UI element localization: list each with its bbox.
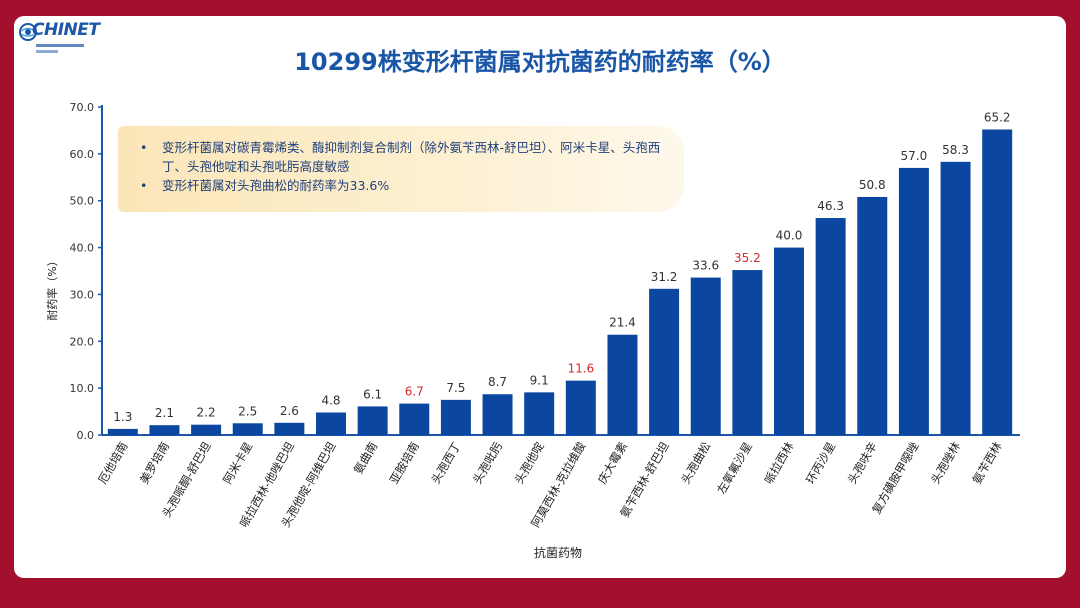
x-tick-label: 头孢西丁 bbox=[428, 440, 463, 487]
bar-value-label: 50.8 bbox=[859, 178, 886, 192]
callout-list: 变形杆菌属对碳青霉烯类、酶抑制剂复合制剂（除外氨苄西林-舒巴坦）、阿米卡星、头孢… bbox=[118, 126, 684, 195]
x-tick-label: 阿米卡星 bbox=[220, 440, 255, 487]
bar bbox=[316, 412, 346, 435]
x-tick-label: 头孢他啶 bbox=[512, 439, 547, 486]
bar-value-label: 4.8 bbox=[321, 394, 340, 408]
x-axis-label: 抗菌药物 bbox=[533, 546, 582, 560]
bar bbox=[857, 196, 888, 435]
bar bbox=[898, 167, 929, 435]
bar-value-label: 11.6 bbox=[567, 362, 594, 376]
bar bbox=[357, 406, 388, 435]
y-tick-label: 70.0 bbox=[70, 101, 95, 114]
x-tick-label: 美罗培南 bbox=[137, 440, 172, 487]
callout-box: 变形杆菌属对碳青霉烯类、酶抑制剂复合制剂（除外氨苄西林-舒巴坦）、阿米卡星、头孢… bbox=[118, 126, 684, 212]
y-tick-label: 40.0 bbox=[70, 242, 95, 255]
bar bbox=[607, 334, 638, 435]
x-tick-label: 头孢曲松 bbox=[678, 440, 713, 487]
bar-value-label: 40.0 bbox=[776, 229, 803, 243]
y-tick-label: 10.0 bbox=[70, 382, 95, 395]
bar-value-label: 8.7 bbox=[488, 375, 507, 389]
x-tick-label: 环丙沙星 bbox=[803, 440, 838, 487]
bar-chart: 0.0 10.0 20.0 30.0 40.0 50.0 60.0 70.0 1.3 厄他培南 2.… bbox=[70, 101, 1020, 530]
bar bbox=[482, 394, 513, 435]
bar bbox=[149, 425, 180, 435]
bar-value-label: 6.1 bbox=[363, 387, 382, 401]
bar-value-label: 46.3 bbox=[817, 199, 844, 213]
bar-value-label: 1.3 bbox=[113, 410, 132, 424]
chinet-logo: CHINET bbox=[18, 18, 118, 62]
slide-title: 10299株变形杆菌属对抗菌药的耐药率（%） bbox=[294, 48, 786, 76]
bar-value-label: 6.7 bbox=[405, 385, 424, 399]
bar-value-label: 35.2 bbox=[734, 251, 761, 265]
bar-value-label: 2.5 bbox=[238, 404, 257, 418]
x-tick-label: 厄他培南 bbox=[95, 440, 130, 487]
slide: CHINET 10299株变形杆菌属对抗菌药的耐药率（%） 耐药率（%） 抗菌药… bbox=[14, 16, 1066, 578]
bar bbox=[815, 218, 846, 435]
callout-item-2: 变形杆菌属对头孢曲松的耐药率为33.6% bbox=[140, 176, 668, 195]
bar bbox=[524, 392, 555, 435]
x-tick-label: 氨苄西林 bbox=[970, 439, 1005, 486]
bar bbox=[107, 428, 138, 435]
bar bbox=[274, 422, 305, 435]
bar-value-label: 57.0 bbox=[901, 149, 928, 163]
bar bbox=[774, 247, 804, 435]
y-tick-label: 30.0 bbox=[70, 288, 95, 301]
bar-value-label: 21.4 bbox=[609, 316, 636, 330]
x-tick-label: 氨曲南 bbox=[351, 440, 380, 477]
bar-value-label: 2.2 bbox=[197, 406, 216, 420]
x-tick-label: 亚胺培南 bbox=[387, 440, 422, 487]
logo-subtitle-graphic bbox=[36, 44, 84, 53]
x-tick-label: 头孢唑林 bbox=[928, 439, 963, 486]
globe-icon bbox=[19, 23, 37, 41]
x-tick-label: 左氧氟沙星 bbox=[714, 440, 755, 497]
bar bbox=[565, 380, 596, 435]
bar-value-label: 2.6 bbox=[280, 404, 299, 418]
x-tick-label: 庆大霉素 bbox=[595, 440, 630, 487]
bar-value-label: 58.3 bbox=[942, 143, 969, 157]
callout-item-1: 变形杆菌属对碳青霉烯类、酶抑制剂复合制剂（除外氨苄西林-舒巴坦）、阿米卡星、头孢… bbox=[140, 138, 668, 176]
x-tick-label: 哌拉西林 bbox=[761, 439, 796, 486]
bar bbox=[732, 270, 763, 435]
y-tick-label: 60.0 bbox=[70, 148, 95, 161]
bar bbox=[399, 403, 430, 435]
bar-value-label: 33.6 bbox=[692, 259, 719, 273]
bar bbox=[982, 129, 1013, 435]
y-tick-label: 20.0 bbox=[70, 335, 95, 348]
y-tick-label: 50.0 bbox=[70, 195, 95, 208]
bar bbox=[940, 161, 971, 435]
bar bbox=[690, 277, 721, 435]
bar bbox=[649, 288, 680, 435]
x-tick-label: 头孢吡肟 bbox=[470, 439, 505, 486]
bar bbox=[191, 424, 222, 435]
bar-value-label: 65.2 bbox=[984, 110, 1011, 124]
bar-value-label: 31.2 bbox=[651, 270, 678, 284]
bar bbox=[232, 423, 263, 435]
logo-text: CHINET bbox=[32, 20, 100, 40]
bar bbox=[440, 399, 471, 435]
bar-value-label: 7.5 bbox=[446, 381, 465, 395]
x-tick-label: 头孢呋辛 bbox=[845, 440, 880, 487]
y-tick-label: 0.0 bbox=[77, 429, 95, 442]
bar-value-label: 9.1 bbox=[530, 373, 549, 387]
bar-value-label: 2.1 bbox=[155, 406, 174, 420]
